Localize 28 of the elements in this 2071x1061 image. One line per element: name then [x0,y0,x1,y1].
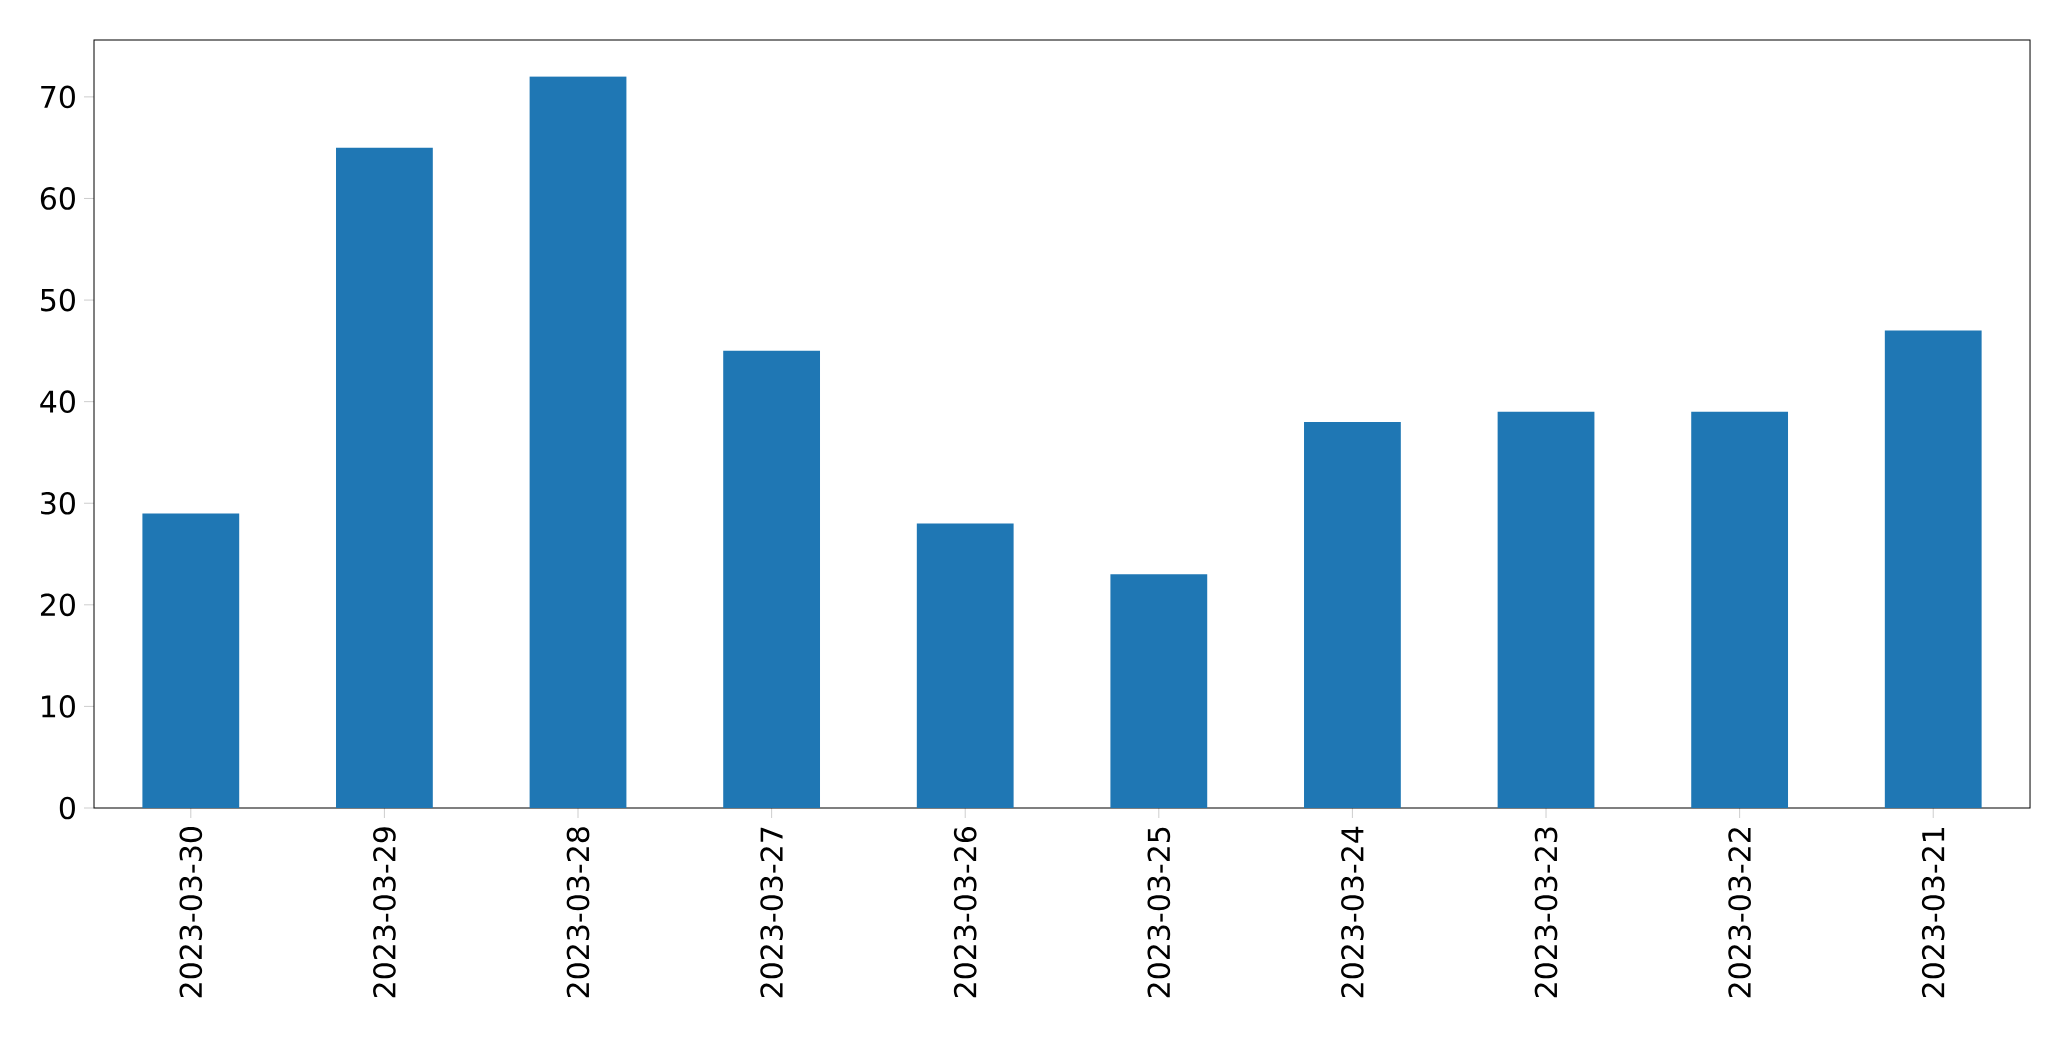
bar [529,76,627,808]
bar [723,350,821,808]
bar [916,523,1014,808]
x-tick-label: 2023-03-26 [953,827,977,998]
y-tick-label: 60 [40,187,75,210]
y-tick-label: 70 [41,85,75,109]
x-tick-label: 2023-03-24 [1341,826,1364,998]
bar [336,147,433,808]
y-tick-label: 40 [40,390,75,414]
y-tick-label: 0 [59,796,75,820]
y-tick-label: 10 [42,695,75,718]
bar [142,513,240,808]
x-tick-label: 2023-03-27 [760,827,783,998]
x-tick-label: 2023-03-23 [1534,827,1558,998]
x-tick-label: 2023-03-28 [566,827,590,998]
bar [1304,421,1401,808]
x-tick-label: 2023-03-29 [373,827,396,998]
x-tick-label: 2023-03-25 [1147,827,1171,998]
bar [1110,574,1208,808]
bar [1884,330,1982,808]
bar [1691,411,1789,808]
y-tick-label: 20 [40,593,75,617]
x-tick-label: 2023-03-21 [1921,827,1945,998]
x-tick-label: 2023-03-22 [1728,828,1751,998]
y-tick-label: 30 [41,491,75,515]
bar [1497,411,1595,808]
x-tick-label: 2023-03-30 [179,827,203,998]
y-tick-label: 50 [41,288,75,312]
